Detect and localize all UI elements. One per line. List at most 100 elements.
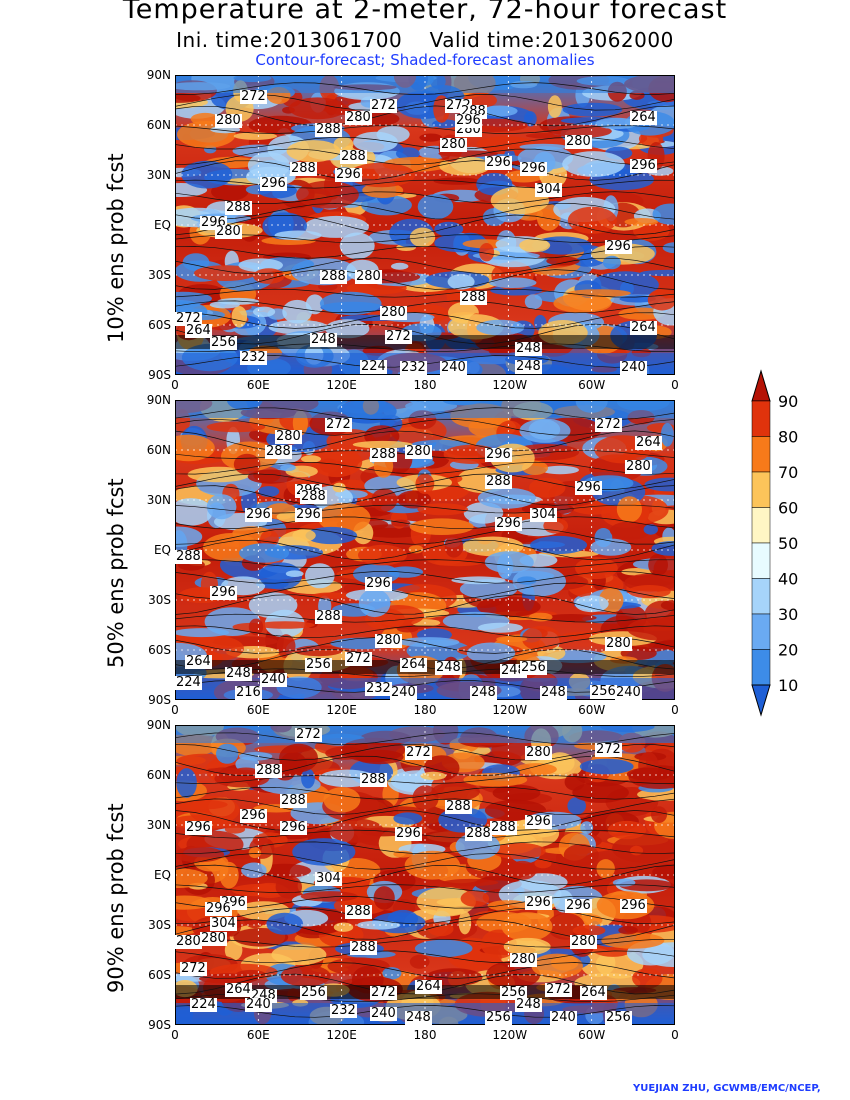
latitude-tick-label: 90S (148, 1018, 171, 1032)
warm-anomaly-patch (442, 878, 499, 887)
cold-anomaly-patch (398, 637, 460, 648)
cold-anomaly-patch (567, 797, 586, 815)
warm-anomaly-patch (323, 787, 361, 813)
warm-anomaly-patch (311, 447, 363, 478)
latitude-tick-label: 90S (148, 368, 171, 382)
warm-anomaly-patch (647, 288, 675, 311)
warm-anomaly-patch (551, 124, 612, 138)
contour-value-label: 272 (370, 98, 397, 113)
longitude-tick-label: 120E (326, 703, 357, 717)
contour-value-label: 224 (360, 359, 387, 374)
contour-value-label: 272 (595, 742, 622, 757)
cold-anomaly-patch (580, 821, 594, 835)
polar-band (175, 400, 675, 418)
warm-anomaly-patch (420, 771, 447, 780)
temperature-contour-line (175, 203, 675, 220)
warm-anomaly-patch (629, 845, 644, 856)
colorbar-bin (751, 578, 771, 615)
warm-anomaly-patch (648, 553, 668, 576)
contour-value-label: 248 (515, 359, 542, 374)
temperature-contour-line (175, 732, 675, 745)
warm-anomaly-patch (231, 306, 248, 328)
contour-value-label: 288 (290, 161, 317, 176)
time-info: Ini. time:2013061700 Valid time:20130620… (176, 28, 674, 52)
longitude-tick-label: 60E (246, 1028, 270, 1042)
polar-band (175, 75, 675, 93)
contour-value-label: 296 (525, 814, 552, 829)
contour-value-label: 240 (370, 1006, 397, 1021)
contour-value-label: 272 (295, 727, 322, 742)
warm-anomaly-patch (275, 875, 302, 899)
contour-value-label: 256 (210, 335, 237, 350)
temperature-contour-line (175, 82, 675, 95)
warm-anomaly-patch (528, 477, 566, 498)
temperature-contour-line (175, 148, 675, 166)
temperature-contour-line (175, 528, 675, 545)
contour-value-label: 240 (620, 360, 647, 375)
cold-anomaly-patch (305, 526, 358, 545)
contour-value-label: 296 (630, 158, 657, 173)
cold-anomaly-patch (417, 194, 454, 220)
warm-anomaly-patch (288, 97, 347, 120)
longitude-tick-label: 0 (171, 378, 179, 392)
temperature-contour-line (175, 864, 675, 886)
contour-value-label: 248 (310, 332, 337, 347)
cold-anomaly-patch (393, 812, 423, 825)
warm-anomaly-patch (572, 925, 606, 936)
contour-value-label: 272 (385, 329, 412, 344)
contour-value-label: 232 (330, 1003, 357, 1018)
contour-value-label: 264 (635, 435, 662, 450)
contour-value-label: 280 (405, 444, 432, 459)
contour-value-label: 248 (470, 685, 497, 700)
cold-anomaly-patch (652, 203, 675, 225)
cold-anomaly-patch (239, 543, 290, 563)
contour-value-label: 256 (605, 1010, 632, 1025)
warm-anomaly-patch (300, 891, 358, 902)
cold-anomaly-patch (280, 464, 296, 471)
colorbar-bottom-arrow (751, 684, 771, 717)
temperature-contour-line (175, 570, 675, 584)
temperature-contour-line (175, 214, 675, 236)
warm-anomaly-patch (293, 645, 343, 657)
contour-value-label: 272 (175, 311, 202, 326)
contour-value-label: 232 (365, 681, 392, 696)
latitude-tick-label: 30N (146, 493, 171, 507)
warm-anomaly-patch (255, 621, 315, 629)
contour-value-label: 280 (605, 636, 632, 651)
contour-value-label: 304 (530, 507, 557, 522)
temperature-contour-line (175, 841, 675, 855)
temperature-contour-line (175, 485, 675, 506)
warm-anomaly-patch (479, 243, 495, 262)
cold-anomaly-patch (532, 236, 592, 255)
cold-anomaly-patch (579, 758, 634, 775)
contour-value-label: 288 (265, 444, 292, 459)
contour-value-label: 280 (570, 934, 597, 949)
contour-value-label: 304 (210, 916, 237, 931)
temperature-contour-line (175, 105, 675, 127)
longitude-tick-label: 120E (326, 378, 357, 392)
temperature-contour-line (175, 245, 675, 259)
temperature-contour-line (175, 160, 675, 181)
contour-value-label: 240 (440, 360, 467, 375)
warm-anomaly-patch (175, 93, 201, 103)
contour-value-label: 296 (495, 516, 522, 531)
warm-anomaly-patch (373, 886, 395, 910)
warm-anomaly-patch (206, 421, 266, 433)
contour-value-label: 248 (225, 666, 252, 681)
contour-value-label: 280 (440, 137, 467, 152)
warm-anomaly-patch (224, 824, 246, 834)
contour-value-label: 272 (595, 417, 622, 432)
warm-anomaly-patch (404, 850, 461, 880)
cold-anomaly-patch (268, 320, 329, 335)
colorbar-tick-label: 10 (778, 676, 798, 695)
warm-anomaly-patch (626, 767, 672, 781)
warm-anomaly-patch (514, 763, 557, 776)
anomaly-field (175, 75, 675, 375)
latitude-tick-label: 60N (146, 118, 171, 132)
longitude-tick-label: 0 (671, 378, 679, 392)
cold-anomaly-patch (301, 768, 315, 789)
warm-anomaly-patch (618, 926, 638, 935)
contour-value-label: 296 (395, 826, 422, 841)
cold-anomaly-patch (643, 524, 658, 535)
warm-anomaly-patch (596, 859, 615, 879)
